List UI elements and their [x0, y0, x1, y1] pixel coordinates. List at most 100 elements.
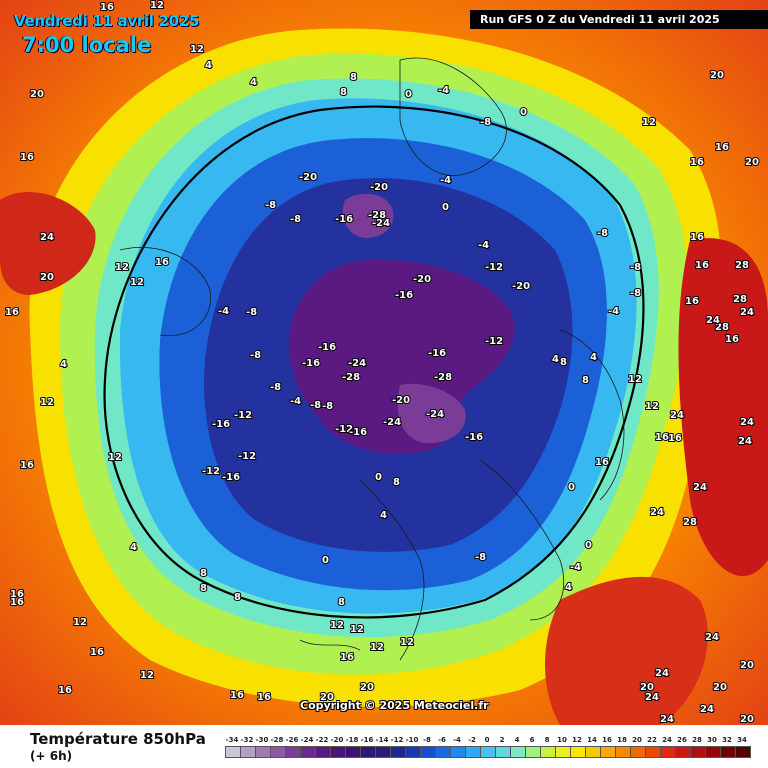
isotherm-label: 12	[628, 374, 642, 385]
isotherm-label: 16	[668, 433, 682, 444]
scale-tick: 0	[484, 736, 490, 744]
scale-swatch	[375, 746, 391, 758]
scale-swatch	[660, 746, 676, 758]
isotherm-label: 8	[338, 597, 345, 608]
isotherm-label: 12	[115, 262, 129, 273]
isotherm-label: -24	[426, 409, 444, 420]
isotherm-label: -12	[335, 424, 353, 435]
isotherm-label: 24	[740, 417, 754, 428]
isotherm-label: 4	[205, 60, 212, 71]
isotherm-label: 28	[683, 517, 697, 528]
scale-swatch	[285, 746, 301, 758]
scale-swatch	[495, 746, 511, 758]
isotherm-label: -8	[475, 552, 486, 563]
isotherm-label: 20	[30, 89, 44, 100]
isotherm-label: -8	[270, 382, 281, 393]
isotherm-label: -8	[480, 117, 491, 128]
isotherm-label: 16	[10, 589, 24, 600]
scale-swatch	[705, 746, 721, 758]
isotherm-label: 12	[350, 624, 364, 635]
isotherm-label: -20	[392, 395, 410, 406]
isotherm-label: 24	[700, 704, 714, 715]
isotherm-label: 0	[405, 89, 412, 100]
isotherm-label: 12	[130, 277, 144, 288]
isotherm-label: 4	[565, 582, 572, 593]
scale-swatch	[600, 746, 616, 758]
isotherm-label: -8	[290, 214, 301, 225]
scale-swatch	[300, 746, 316, 758]
scale-tick: -32	[240, 736, 254, 744]
scale-swatch	[450, 746, 466, 758]
isotherm-label: -4	[218, 306, 229, 317]
isotherm-label: 0	[375, 472, 382, 483]
scale-tick: 10	[557, 736, 567, 744]
isotherm-label: 16	[58, 685, 72, 696]
scale-swatch	[345, 746, 361, 758]
isotherm-label: -16	[395, 290, 413, 301]
isotherm-label: -20	[413, 274, 431, 285]
coastlines	[119, 57, 625, 661]
isotherm-label: -16	[302, 358, 320, 369]
scale-tick: 32	[722, 736, 732, 744]
isotherm-label: 0	[520, 107, 527, 118]
isotherm-label: 16	[155, 257, 169, 268]
isotherm-label: 16	[340, 652, 354, 663]
scale-swatch	[480, 746, 496, 758]
isotherm-label: 4	[590, 352, 597, 363]
isotherm-label: -8	[322, 401, 333, 412]
isotherm-label: 8	[350, 72, 357, 83]
temperature-map: 16 12 12 20 4 4 8 8 0 -4 -8 0 12 16 20 16 20 16 12 12 16 24 20…	[0, 0, 768, 725]
scale-tick: 20	[632, 736, 642, 744]
isotherm-label: 20	[713, 682, 727, 693]
scale-swatch	[435, 746, 451, 758]
isotherm-label: 20	[320, 692, 334, 703]
isotherm-label: 16	[690, 232, 704, 243]
scale-tick: 26	[677, 736, 687, 744]
copyright: Copyright © 2025 Meteociel.fr	[300, 699, 489, 712]
isotherm-label: 0	[442, 202, 449, 213]
isotherm-label: -12	[485, 336, 503, 347]
scale-tick: -18	[345, 736, 359, 744]
scale-swatch	[330, 746, 346, 758]
isotherm-label: 24	[670, 410, 684, 421]
isotherm-label: -8	[630, 262, 641, 273]
isotherm-label: 8	[560, 357, 567, 368]
isotherm-label: 24	[650, 507, 664, 518]
scale-tick: -14	[375, 736, 389, 744]
isotherm-label: 12	[642, 117, 656, 128]
scale-tick: -26	[285, 736, 299, 744]
isotherm-label: -4	[478, 240, 489, 251]
isotherm-label: -24	[348, 358, 366, 369]
zero-contour	[103, 105, 645, 619]
scale-tick: 4	[514, 736, 520, 744]
scale-tick: -28	[270, 736, 284, 744]
isotherm-label: 16	[715, 142, 729, 153]
isotherm-label: 12	[108, 452, 122, 463]
isotherm-label: 16	[257, 692, 271, 703]
scale-tick: -4	[453, 736, 461, 744]
scale-tick: -22	[315, 736, 329, 744]
scale-tick: -8	[423, 736, 431, 744]
scale-tick: 12	[572, 736, 582, 744]
warm-patch-southeast	[545, 576, 708, 725]
local-time: 7:00 locale	[22, 33, 152, 57]
scale-tick: -24	[300, 736, 314, 744]
isotherm-label: -16	[465, 432, 483, 443]
isotherm-label: -16	[222, 472, 240, 483]
isotherm-label: 24	[705, 632, 719, 643]
isotherm-label: 16	[230, 690, 244, 701]
isotherm-label: 16	[695, 260, 709, 271]
scale-swatch	[255, 746, 271, 758]
isotherm-label: 4	[60, 359, 67, 370]
isotherm-label: 20	[710, 70, 724, 81]
isotherm-label: -12	[202, 466, 220, 477]
isotherm-label: -4	[290, 396, 301, 407]
isotherm-label: 8	[200, 568, 207, 579]
isotherm-label: 12	[645, 401, 659, 412]
scale-tick: -6	[438, 736, 446, 744]
legend-subtitle: (+ 6h)	[30, 749, 73, 763]
isotherm-label: 4	[552, 354, 559, 365]
isotherm-label: 16	[595, 457, 609, 468]
isotherm-label: -28	[434, 372, 452, 383]
